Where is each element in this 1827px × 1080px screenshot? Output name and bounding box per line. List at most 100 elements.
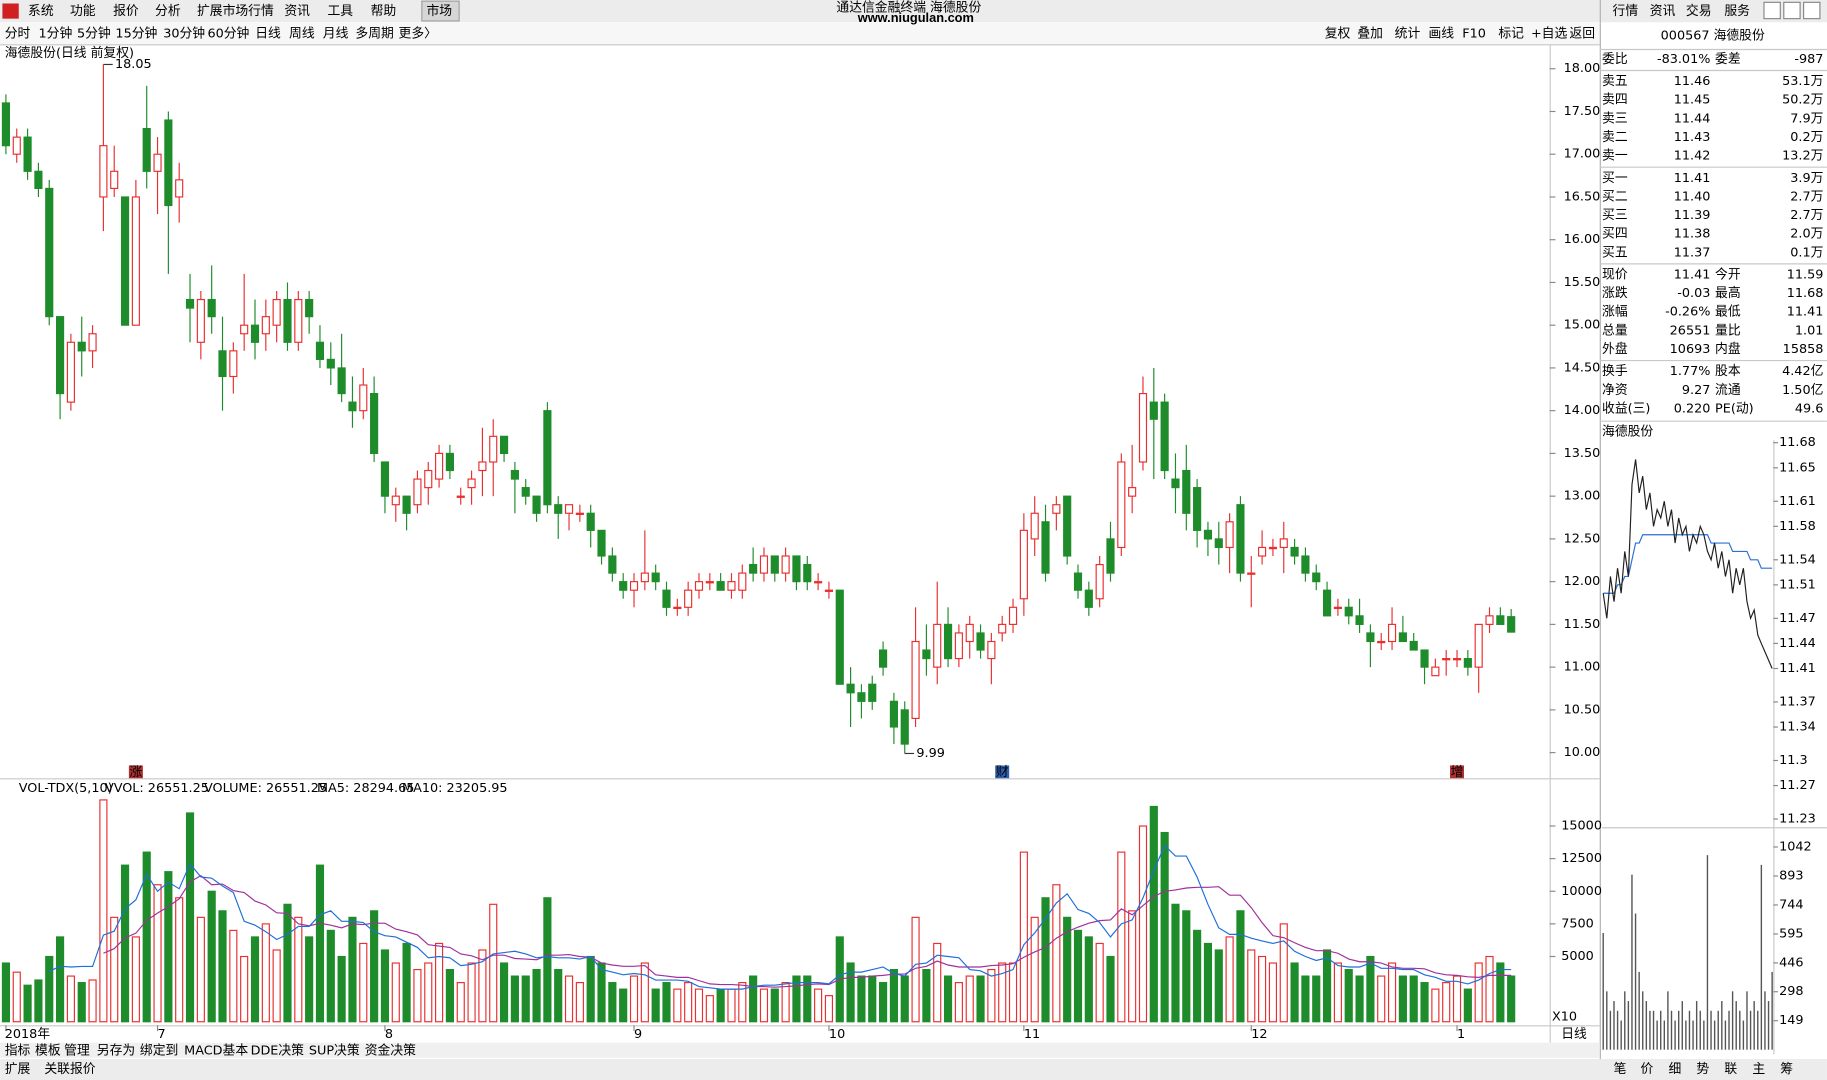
period-button[interactable]: 周线 (289, 26, 315, 41)
y-tick-label: 15.50 (1564, 275, 1601, 290)
menu-item[interactable]: 功能 (70, 4, 96, 19)
y-tick-label: 11.23 (1779, 812, 1816, 827)
candle-body (1258, 546, 1267, 557)
tool-button[interactable]: +自选 (1531, 26, 1568, 41)
period-button[interactable]: 月线 (323, 26, 349, 41)
candle-body (142, 127, 151, 172)
candle-body (1431, 666, 1440, 677)
volume-bar (1117, 851, 1126, 1023)
side-tab[interactable]: 联 (1724, 1062, 1737, 1077)
y-tick-label: 11.3 (1779, 753, 1808, 768)
side-tab[interactable]: 价 (1640, 1062, 1653, 1077)
status-tab[interactable]: 关联报价 (44, 1062, 95, 1077)
bottom-tab[interactable]: MACD基本 (184, 1043, 248, 1058)
x-tick-label: 8 (385, 1027, 393, 1042)
status-tab[interactable]: 扩展 (5, 1062, 31, 1077)
y-tick-label: 15.00 (1564, 318, 1601, 333)
event-icon[interactable] (128, 765, 143, 779)
candle-body (814, 581, 823, 584)
candle-body (1344, 606, 1353, 617)
menu-item[interactable]: 分析 (155, 4, 181, 19)
market-tab[interactable] (421, 0, 460, 22)
menu-item[interactable]: 系统 (28, 4, 54, 19)
candle-body (66, 341, 75, 403)
event-icon[interactable] (1450, 765, 1465, 779)
volume-bar (846, 962, 855, 1023)
y-tick-label: 12.00 (1564, 574, 1601, 589)
top-button[interactable]: 行情 (1613, 4, 1639, 19)
top-button[interactable]: 交易 (1686, 3, 1712, 19)
bottom-tab[interactable]: 绑定到 (140, 1043, 178, 1058)
period-button[interactable]: 多周期 (355, 26, 393, 41)
bottom-tab[interactable]: DDE决策 (251, 1042, 305, 1058)
candle-body (922, 649, 931, 660)
bottom-tab[interactable]: SUP决策 (309, 1042, 360, 1058)
side-tab[interactable]: 细 (1668, 1062, 1681, 1077)
volume-title: VOL-TDX(5,10) (19, 781, 113, 796)
y-tick-label: 11.00 (1564, 660, 1601, 675)
bottom-tab[interactable]: 模板 (35, 1043, 61, 1058)
volume-bar (478, 949, 487, 1023)
menu-item[interactable]: 工具 (327, 4, 353, 19)
bottom-tab[interactable]: 另存为 (97, 1043, 135, 1058)
restore[interactable] (1783, 1, 1801, 20)
period-button[interactable]: 15分钟 (115, 25, 157, 41)
period-button[interactable]: 60分钟 (207, 25, 249, 41)
x-tick-label: 11 (1024, 1027, 1040, 1042)
close[interactable] (1803, 1, 1821, 20)
period-button[interactable]: 1分钟 (39, 25, 73, 41)
volume-bar (640, 962, 649, 1023)
period-button[interactable]: 更多〉 (399, 26, 437, 41)
side-tab[interactable]: 主 (1752, 1062, 1765, 1077)
menu-item[interactable]: 资讯 (284, 4, 310, 19)
volume-bar (240, 955, 249, 1023)
bottom-tab[interactable]: 资金决策 (365, 1042, 416, 1058)
candle-body (153, 153, 162, 172)
top-button[interactable]: 服务 (1724, 3, 1750, 19)
tool-button[interactable]: F10 (1462, 26, 1486, 41)
quote-value: -987 (1794, 52, 1823, 67)
period-button[interactable]: 30分钟 (163, 25, 205, 41)
candle-body (1290, 546, 1299, 557)
volume-bar (1019, 851, 1028, 1023)
candle-body (1442, 658, 1451, 661)
y-tick-label: 11.65 (1779, 460, 1816, 475)
side-tab[interactable]: 势 (1696, 1061, 1709, 1077)
period-button[interactable]: 日线 (255, 26, 281, 41)
volume-bar (294, 916, 303, 1023)
volume-readout: MA10: 23205.95 (402, 781, 508, 796)
bottom-tab[interactable]: 指标 (5, 1043, 31, 1058)
menu-item[interactable]: 报价 (113, 4, 139, 19)
tool-button[interactable]: 画线 (1428, 26, 1454, 41)
tool-button[interactable]: 标记 (1498, 26, 1524, 41)
tool-button[interactable]: 叠加 (1357, 26, 1383, 41)
candle-body (510, 469, 519, 480)
book-label: 买三 (1602, 208, 1628, 223)
stat-value: 11.68 (1787, 286, 1824, 301)
volume-bar (1463, 988, 1472, 1023)
book-label: 卖三 (1602, 111, 1628, 126)
tool-button[interactable]: 返回 (1569, 26, 1595, 41)
menu-item[interactable]: 扩展市场行情 (197, 3, 274, 19)
stat-label: PE(动) (1715, 401, 1754, 416)
bottom-tab[interactable]: 管理 (64, 1043, 90, 1058)
candle-body (976, 632, 985, 651)
period-button[interactable]: 分时 (5, 26, 31, 41)
candle-body (240, 324, 249, 335)
side-tab[interactable]: 笔 (1614, 1061, 1627, 1077)
candle-body (1398, 632, 1407, 643)
quote-label: 委差 (1715, 52, 1741, 67)
event-icon[interactable] (995, 765, 1010, 779)
tool-button[interactable]: 统计 (1395, 26, 1421, 41)
stat-label: 量比 (1715, 323, 1741, 338)
side-tab[interactable]: 筹 (1780, 1061, 1793, 1077)
candle-body (575, 512, 584, 516)
period-button[interactable]: 5分钟 (77, 25, 111, 41)
top-button[interactable]: 资讯 (1650, 4, 1676, 19)
minimize[interactable] (1763, 1, 1781, 20)
quote-label: 委比 (1602, 52, 1628, 67)
volume-bar (1322, 949, 1332, 1023)
tool-button[interactable]: 复权 (1325, 25, 1351, 41)
market-tab-label[interactable]: 市场 (427, 3, 453, 19)
menu-item[interactable]: 帮助 (371, 4, 397, 19)
